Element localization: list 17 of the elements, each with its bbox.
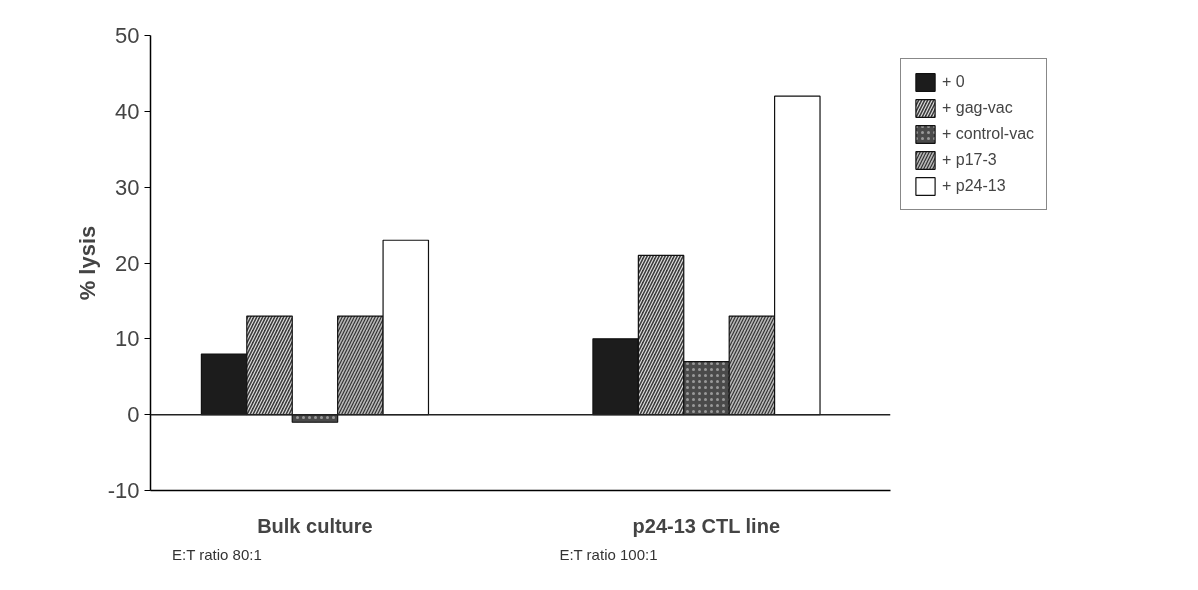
y-axis-title: % lysis [74, 225, 100, 301]
legend-label: + 0 [942, 73, 965, 91]
legend-label: + control-vac [942, 125, 1035, 143]
y-tick-label: 50 [115, 23, 140, 48]
legend-label: + p17-3 [942, 151, 997, 169]
x-tick-label: Bulk culture [257, 514, 373, 537]
y-tick-label: -10 [107, 478, 140, 503]
x-tick-label: p24-13 CTL line [632, 514, 781, 537]
y-tick-label: 10 [115, 326, 140, 352]
text: E:T ratio 80:1 [172, 545, 262, 563]
y-tick-label: 30 [115, 174, 140, 200]
legend-label: + p24-13 [942, 177, 1006, 195]
legend-label: + gag-vac [942, 99, 1013, 117]
y-tick-label: 20 [115, 250, 140, 276]
y-tick-label: 40 [115, 98, 140, 124]
text: E:T ratio 100:1 [559, 545, 658, 563]
y-tick-label: 0 [127, 402, 140, 428]
